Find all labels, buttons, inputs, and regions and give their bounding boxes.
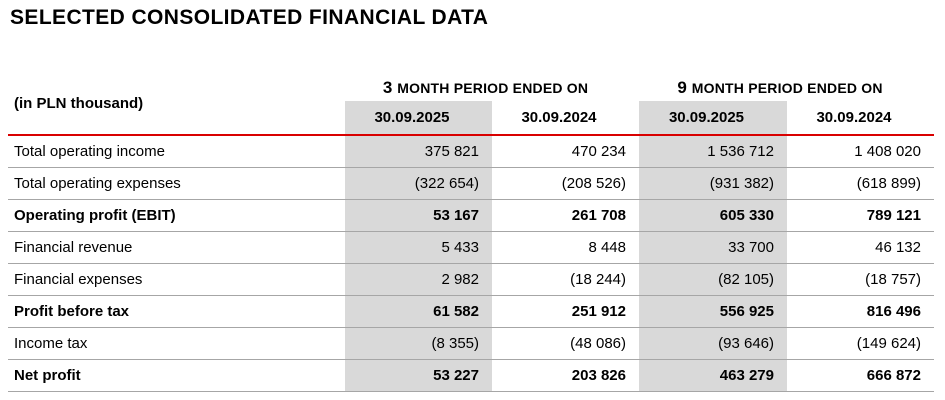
table-row: Financial expenses 2 982 (18 244) (82 10…	[8, 264, 934, 296]
group-label: MONTH PERIOD ENDED ON	[691, 79, 883, 96]
value-cell: 203 826	[571, 367, 626, 384]
page-title: SELECTED CONSOLIDATED FINANCIAL DATA	[10, 6, 489, 29]
group-number: 3	[382, 78, 393, 97]
table-row: Net profit 53 227 203 826 463 279 666 87…	[8, 360, 934, 392]
row-label: Income tax	[14, 335, 88, 352]
value-cell: 53 167	[345, 200, 492, 231]
row-label: Profit before tax	[14, 303, 130, 320]
value-cell: (18 244)	[570, 271, 626, 288]
value-cell: 61 582	[345, 296, 492, 327]
value-cell: (48 086)	[570, 335, 626, 352]
value-cell: (931 382)	[639, 168, 787, 199]
group-number: 9	[677, 78, 687, 97]
value-cell: 470 234	[571, 143, 626, 160]
column-header-date: 30.09.2024	[816, 109, 892, 126]
table-row: Income tax (8 355) (48 086) (93 646) (14…	[8, 328, 934, 360]
table-body: Total operating income 375 821 470 234 1…	[8, 136, 934, 392]
row-label: Operating profit (EBIT)	[14, 207, 176, 224]
row-label: Financial expenses	[14, 271, 143, 288]
financial-table: (in PLN thousand) 3 MONTH PERIOD ENDED O…	[8, 72, 934, 392]
value-cell: 46 132	[875, 239, 921, 256]
value-cell: 2 982	[345, 264, 492, 295]
table-row: Financial revenue 5 433 8 448 33 700 46 …	[8, 232, 934, 264]
value-cell: (618 899)	[856, 175, 921, 192]
row-label: Total operating income	[14, 143, 165, 160]
value-cell: 1 408 020	[854, 143, 921, 160]
value-cell: (93 646)	[639, 328, 787, 359]
value-cell: 33 700	[639, 232, 787, 263]
column-header-date: 30.09.2025	[639, 101, 787, 134]
table-row: Operating profit (EBIT) 53 167 261 708 6…	[8, 200, 934, 232]
group-label: MONTH PERIOD ENDED ON	[397, 79, 589, 96]
value-cell: (82 105)	[639, 264, 787, 295]
value-cell: 605 330	[639, 200, 787, 231]
column-group-3-month: 3 MONTH PERIOD ENDED ON	[345, 72, 639, 101]
value-cell: (322 654)	[345, 168, 492, 199]
value-cell: 8 448	[588, 239, 626, 256]
value-cell: 5 433	[345, 232, 492, 263]
column-header-date: 30.09.2025	[345, 101, 492, 134]
row-label: Net profit	[14, 367, 81, 384]
value-cell: (208 526)	[561, 175, 626, 192]
value-cell: 556 925	[639, 296, 787, 327]
value-cell: (8 355)	[345, 328, 492, 359]
table-row: Total operating expenses (322 654) (208 …	[8, 168, 934, 200]
value-cell: (149 624)	[856, 335, 921, 352]
column-group-9-month: 9 MONTH PERIOD ENDED ON	[639, 72, 934, 101]
value-cell: 375 821	[345, 136, 492, 167]
value-cell: (18 757)	[865, 271, 921, 288]
unit-note: (in PLN thousand)	[14, 94, 144, 112]
header-divider-rule	[8, 134, 934, 136]
table-header: (in PLN thousand) 3 MONTH PERIOD ENDED O…	[8, 72, 934, 134]
row-label: Total operating expenses	[14, 175, 181, 192]
table-row: Total operating income 375 821 470 234 1…	[8, 136, 934, 168]
table-row: Profit before tax 61 582 251 912 556 925…	[8, 296, 934, 328]
value-cell: 1 536 712	[639, 136, 787, 167]
value-cell: 789 121	[866, 207, 921, 224]
value-cell: 53 227	[345, 360, 492, 391]
value-cell: 816 496	[866, 303, 921, 320]
value-cell: 463 279	[639, 360, 787, 391]
value-cell: 251 912	[571, 303, 626, 320]
row-label: Financial revenue	[14, 239, 133, 256]
column-header-date: 30.09.2024	[521, 109, 597, 126]
value-cell: 666 872	[866, 367, 921, 384]
value-cell: 261 708	[571, 207, 626, 224]
